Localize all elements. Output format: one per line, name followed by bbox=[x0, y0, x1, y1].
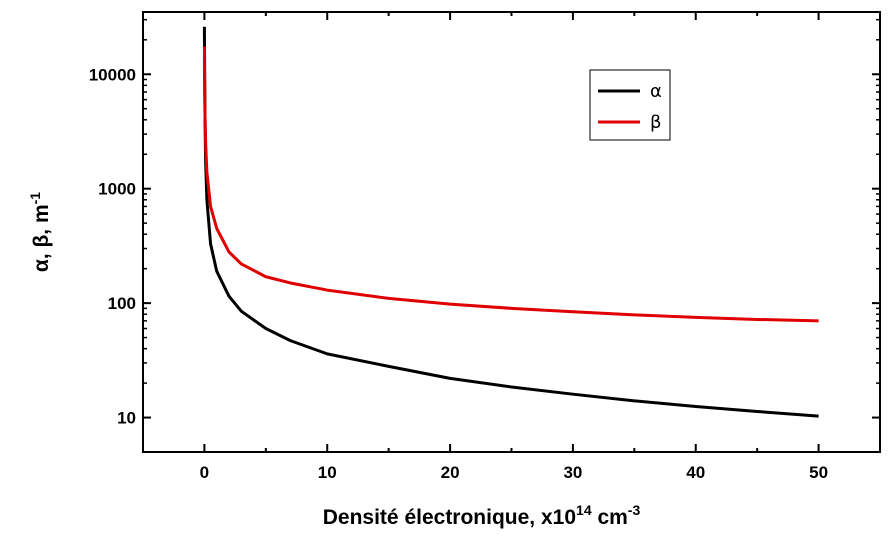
y-tick-label: 100 bbox=[108, 294, 136, 313]
legend: α β bbox=[589, 69, 671, 141]
legend-box bbox=[589, 69, 671, 141]
x-tick-label: 30 bbox=[563, 463, 582, 482]
series-layer bbox=[202, 26, 819, 418]
y-axis-title: α, β, m-1 bbox=[27, 192, 53, 272]
x-tick-label: 50 bbox=[809, 463, 828, 482]
x-tick-label: 40 bbox=[686, 463, 705, 482]
y-tick-label: 10 bbox=[117, 409, 136, 428]
plot-frame bbox=[142, 11, 881, 453]
x-tick-label: 10 bbox=[318, 463, 337, 482]
y-tick-label: 1000 bbox=[98, 180, 136, 199]
x-axis-title-unit: cm bbox=[592, 506, 628, 529]
x-axis-title-main: Densité électronique, bbox=[323, 506, 541, 529]
series-line-alpha bbox=[202, 26, 819, 418]
x-tick-label: 20 bbox=[441, 463, 460, 482]
series-line-beta bbox=[202, 46, 819, 323]
y-axis-title-exp: -1 bbox=[27, 192, 43, 205]
x-axis-title-exp2: -3 bbox=[628, 502, 641, 518]
legend-label-alpha: α bbox=[650, 81, 662, 102]
x-axis-title-exp: 14 bbox=[576, 502, 592, 518]
x-tick-label: 0 bbox=[200, 463, 209, 482]
y-tick-label: 10000 bbox=[89, 65, 136, 84]
y-axis-title-main: α, β, m bbox=[30, 204, 53, 272]
x-axis-title: Densité électronique, x1014 cm-3 bbox=[323, 502, 641, 529]
x-axis-title-prefix: x10 bbox=[541, 506, 576, 529]
legend-label-beta: β bbox=[650, 112, 662, 133]
